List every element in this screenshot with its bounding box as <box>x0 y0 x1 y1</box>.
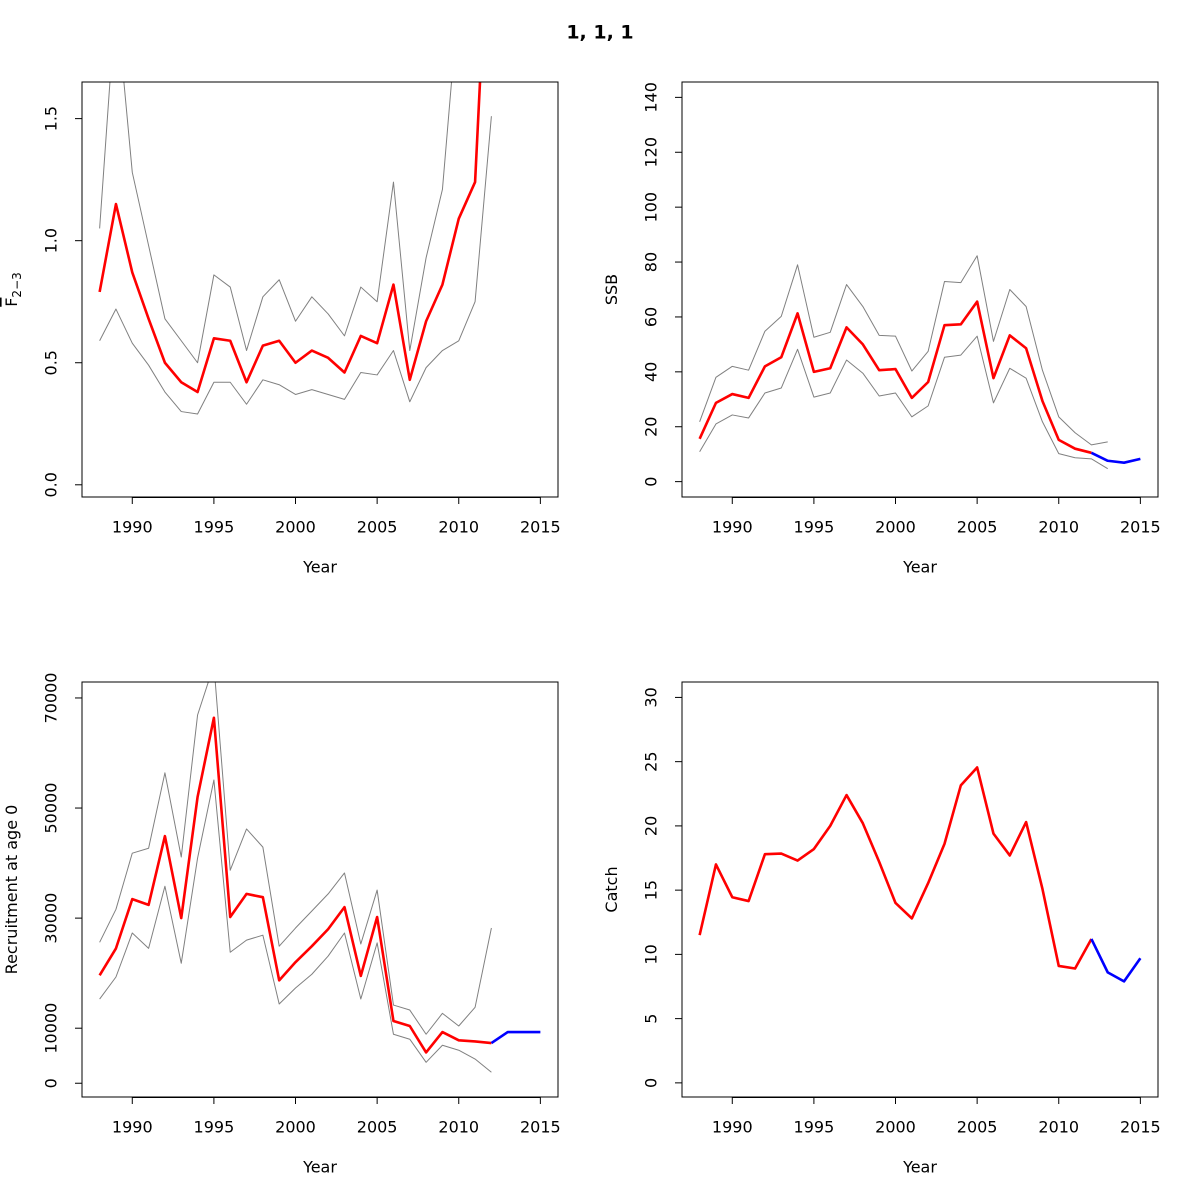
x-tick-label: 2010 <box>438 518 479 537</box>
x-tick-label: 2000 <box>275 1118 316 1137</box>
y-axis-label-subscript: 2−3 <box>10 272 24 297</box>
y-tick-label: 50000 <box>42 783 61 834</box>
x-tick-label: 2000 <box>275 518 316 537</box>
x-axis-label: Year <box>902 558 937 577</box>
series-line <box>99 682 492 1035</box>
x-tick-label: 2005 <box>957 518 998 537</box>
x-tick-label: 2010 <box>438 1118 479 1137</box>
x-tick-label: 2015 <box>520 518 561 537</box>
series-line <box>698 300 1092 455</box>
series-line <box>490 1030 541 1045</box>
plot-area <box>698 766 1142 983</box>
x-tick-label: 2000 <box>875 518 916 537</box>
series-line <box>699 255 1108 446</box>
y-tick-label: 10000 <box>42 1003 61 1054</box>
x-tick-label: 1995 <box>794 518 835 537</box>
x-tick-label: 2005 <box>357 518 398 537</box>
figure-title: 1, 1, 1 <box>566 22 633 44</box>
y-tick-label: 0 <box>642 1078 661 1088</box>
y-axis-label: Catch <box>602 866 621 912</box>
x-tick-label: 1995 <box>194 518 235 537</box>
y-tick-label: 120 <box>642 137 661 168</box>
plot-area <box>98 82 492 415</box>
series-line <box>99 779 492 1073</box>
series-line <box>698 766 1093 970</box>
y-tick-label: 10 <box>642 944 661 964</box>
series-line <box>98 716 492 1054</box>
y-axis-label-main: F <box>2 298 21 307</box>
y-axis-label: F2−3 <box>2 272 24 307</box>
series-line <box>1090 451 1141 464</box>
y-tick-label: 60 <box>642 307 661 327</box>
y-tick-label: 0.0 <box>42 472 61 497</box>
x-tick-label: 2015 <box>1120 518 1161 537</box>
y-tick-label: 40 <box>642 362 661 382</box>
x-tick-label: 2010 <box>1038 1118 1079 1137</box>
y-tick-label: 80 <box>642 252 661 272</box>
y-tick-label: 20 <box>642 816 661 836</box>
x-tick-label: 1990 <box>712 1118 753 1137</box>
y-tick-label: 0 <box>42 1078 61 1088</box>
plot-area <box>98 682 541 1073</box>
x-tick-label: 1990 <box>112 518 153 537</box>
y-axis-label: Recruitment at age 0 <box>2 805 21 975</box>
y-tick-label: 70000 <box>42 673 61 724</box>
series-line <box>99 82 453 364</box>
series-line <box>99 116 492 415</box>
x-axis-label: Year <box>302 558 337 577</box>
series-line <box>98 82 482 394</box>
x-tick-label: 1990 <box>112 1118 153 1137</box>
y-tick-label: 0.5 <box>42 350 61 375</box>
y-axis-label-main: Catch <box>602 866 621 912</box>
x-tick-label: 2015 <box>1120 1118 1161 1137</box>
y-tick-label: 20 <box>642 417 661 437</box>
series-line <box>699 335 1108 470</box>
x-tick-label: 2015 <box>520 1118 561 1137</box>
x-tick-label: 2005 <box>357 1118 398 1137</box>
x-axis-label: Year <box>902 1158 937 1177</box>
x-tick-label: 1990 <box>712 518 753 537</box>
series-line <box>1090 938 1142 983</box>
y-tick-label: 25 <box>642 751 661 771</box>
y-axis-label-main: Recruitment at age 0 <box>2 805 21 975</box>
y-tick-label: 15 <box>642 880 661 900</box>
y-tick-label: 30 <box>642 687 661 707</box>
y-tick-label: 30000 <box>42 893 61 944</box>
y-axis-label-main: SSB <box>602 274 621 305</box>
y-tick-label: 0 <box>642 477 661 487</box>
plot-area <box>698 255 1141 470</box>
x-tick-label: 2005 <box>957 1118 998 1137</box>
y-axis-label: SSB <box>602 274 621 305</box>
y-tick-label: 140 <box>642 82 661 113</box>
y-tick-label: 100 <box>642 192 661 223</box>
y-tick-label: 1.5 <box>42 106 61 131</box>
x-tick-label: 1995 <box>194 1118 235 1137</box>
y-tick-label: 5 <box>642 1014 661 1024</box>
x-tick-label: 2010 <box>1038 518 1079 537</box>
y-tick-label: 1.0 <box>42 228 61 253</box>
x-tick-label: 2000 <box>875 1118 916 1137</box>
x-tick-label: 1995 <box>794 1118 835 1137</box>
x-axis-label: Year <box>302 1158 337 1177</box>
